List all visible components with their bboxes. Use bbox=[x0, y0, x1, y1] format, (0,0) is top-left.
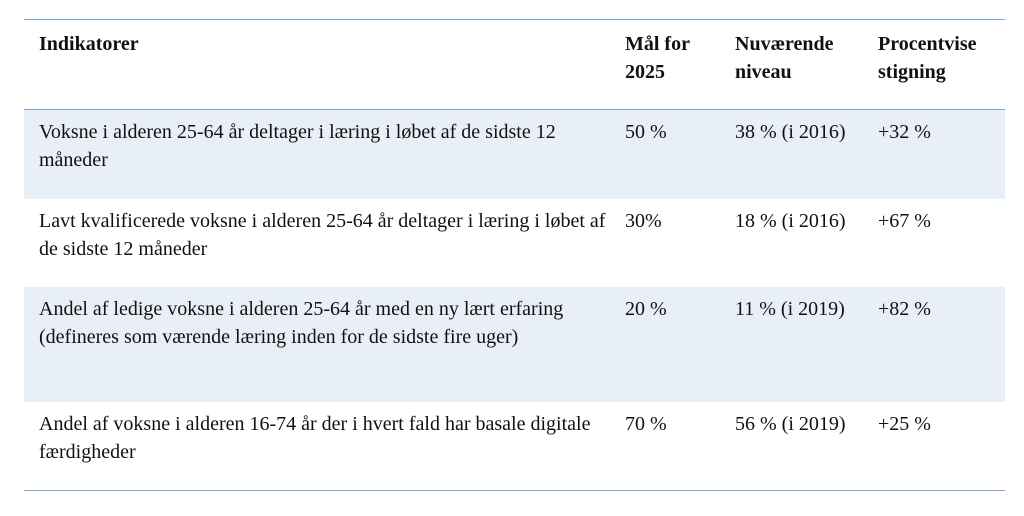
indicator-table: Indikatorer Mål for 2025 Nuværende nivea… bbox=[24, 19, 1005, 491]
increase-cell: +25 % bbox=[878, 413, 931, 435]
current-level-cell: 56 % (i 2019) bbox=[735, 413, 846, 435]
increase-cell: +67 % bbox=[878, 210, 931, 232]
target-cell: 70 % bbox=[625, 413, 667, 435]
target-cell: 30% bbox=[625, 210, 662, 232]
indicator-cell: Voksne i alderen 25-64 år deltager i lær… bbox=[39, 121, 556, 171]
header-indicators: Indikatorer bbox=[39, 33, 139, 55]
increase-cell: +82 % bbox=[878, 298, 931, 320]
table-row: Voksne i alderen 25-64 år deltager i lær… bbox=[24, 110, 1005, 199]
table-row: Andel af voksne i alderen 16-74 år der i… bbox=[24, 402, 1005, 490]
current-level-cell: 18 % (i 2016) bbox=[735, 210, 846, 232]
header-target-2025: Mål for 2025 bbox=[625, 33, 690, 83]
indicator-cell: Lavt kvalificerede voksne i alderen 25-6… bbox=[39, 210, 606, 260]
increase-cell: +32 % bbox=[878, 121, 931, 143]
indicator-cell: Andel af ledige voksne i alderen 25-64 å… bbox=[39, 298, 564, 348]
target-cell: 20 % bbox=[625, 298, 667, 320]
target-cell: 50 % bbox=[625, 121, 667, 143]
table-row: Andel af ledige voksne i alderen 25-64 å… bbox=[24, 287, 1005, 402]
table-row: Lavt kvalificerede voksne i alderen 25-6… bbox=[24, 199, 1005, 287]
header-current-level: Nuværende niveau bbox=[735, 33, 834, 83]
header-percent-increase: Procentvise stigning bbox=[878, 33, 977, 83]
current-level-cell: 38 % (i 2016) bbox=[735, 121, 846, 143]
indicator-cell: Andel af voksne i alderen 16-74 år der i… bbox=[39, 413, 591, 463]
table-header-row: Indikatorer Mål for 2025 Nuværende nivea… bbox=[24, 20, 1005, 110]
current-level-cell: 11 % (i 2019) bbox=[735, 298, 845, 320]
